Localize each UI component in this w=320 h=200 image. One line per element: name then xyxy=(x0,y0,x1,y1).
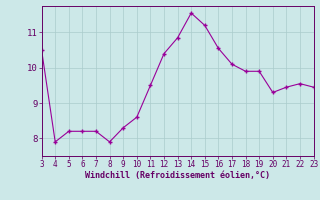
X-axis label: Windchill (Refroidissement éolien,°C): Windchill (Refroidissement éolien,°C) xyxy=(85,171,270,180)
